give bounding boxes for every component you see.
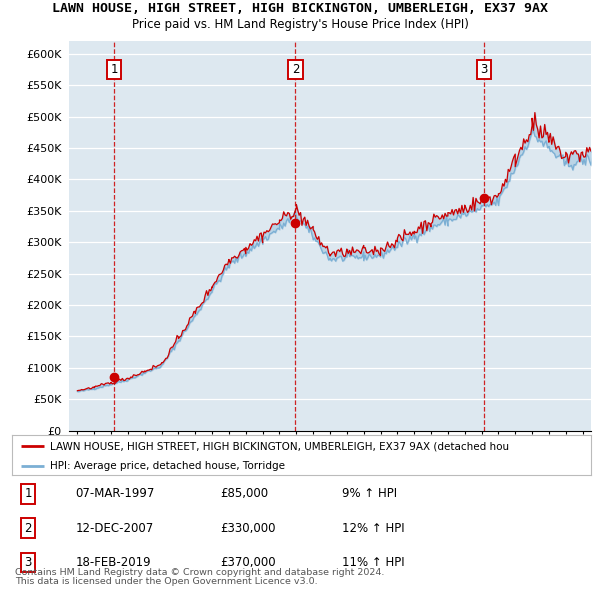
Text: 12-DEC-2007: 12-DEC-2007 (76, 522, 154, 535)
Text: 18-FEB-2019: 18-FEB-2019 (76, 556, 151, 569)
Text: 1: 1 (110, 63, 118, 76)
Text: 2: 2 (25, 522, 32, 535)
Text: £330,000: £330,000 (220, 522, 276, 535)
Text: Price paid vs. HM Land Registry's House Price Index (HPI): Price paid vs. HM Land Registry's House … (131, 18, 469, 31)
Text: 2: 2 (292, 63, 299, 76)
Text: 1: 1 (25, 487, 32, 500)
Text: £370,000: £370,000 (220, 556, 276, 569)
Text: 12% ↑ HPI: 12% ↑ HPI (342, 522, 404, 535)
Text: 07-MAR-1997: 07-MAR-1997 (76, 487, 155, 500)
Text: 3: 3 (480, 63, 487, 76)
Text: 9% ↑ HPI: 9% ↑ HPI (342, 487, 397, 500)
Text: HPI: Average price, detached house, Torridge: HPI: Average price, detached house, Torr… (50, 461, 284, 471)
Text: This data is licensed under the Open Government Licence v3.0.: This data is licensed under the Open Gov… (15, 578, 317, 586)
Text: LAWN HOUSE, HIGH STREET, HIGH BICKINGTON, UMBERLEIGH, EX37 9AX: LAWN HOUSE, HIGH STREET, HIGH BICKINGTON… (52, 2, 548, 15)
Text: 11% ↑ HPI: 11% ↑ HPI (342, 556, 404, 569)
Text: LAWN HOUSE, HIGH STREET, HIGH BICKINGTON, UMBERLEIGH, EX37 9AX (detached hou: LAWN HOUSE, HIGH STREET, HIGH BICKINGTON… (50, 441, 509, 451)
Text: £85,000: £85,000 (220, 487, 269, 500)
Text: Contains HM Land Registry data © Crown copyright and database right 2024.: Contains HM Land Registry data © Crown c… (15, 568, 385, 577)
Text: 3: 3 (25, 556, 32, 569)
